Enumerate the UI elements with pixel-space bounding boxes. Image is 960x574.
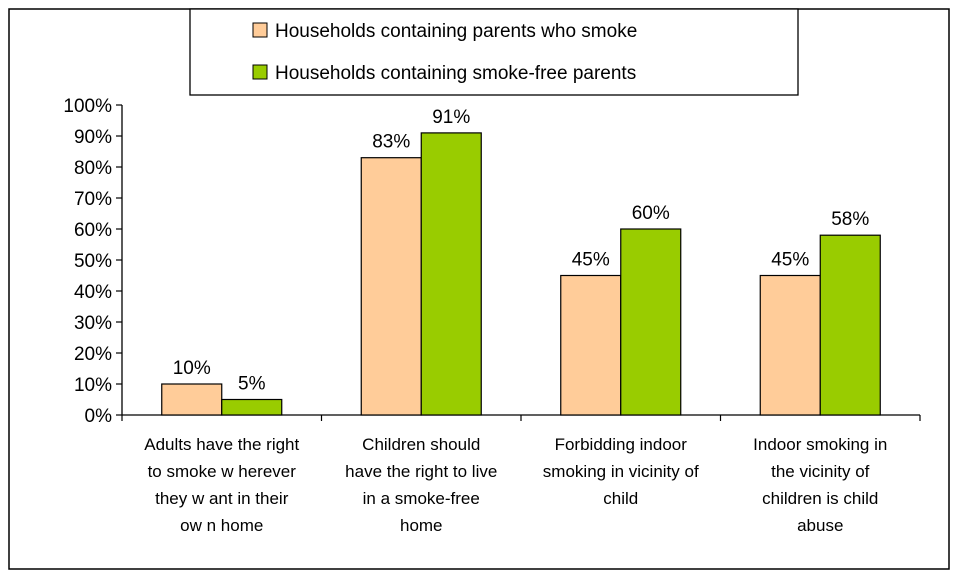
category-label-line: Adults have the right [144, 435, 299, 454]
legend-box [189, 8, 799, 96]
category-label: Children should have the right to live in … [345, 435, 497, 535]
bar [819, 234, 881, 416]
bar [560, 274, 622, 416]
bar [221, 398, 283, 416]
category-labels: Adults have the right to smoke w herever t… [144, 435, 887, 535]
data-label: 5% [238, 374, 266, 395]
legend-label: Households containing smoke-free parents [275, 63, 636, 84]
category-label-line: smoking in vicinity of [543, 462, 699, 481]
y-tick-label: 100% [63, 96, 112, 117]
category-label-line: in a smoke-free [363, 489, 480, 508]
data-label: 10% [173, 358, 211, 379]
data-label: 58% [831, 209, 869, 230]
category-label: Forbidding indoor smoking in vicinity of c… [543, 435, 699, 508]
data-label: 60% [632, 203, 670, 224]
legend-label: Households containing parents who smoke [275, 21, 637, 42]
bars [161, 132, 881, 416]
category-label: Adults have the right to smoke w herever t… [144, 435, 299, 535]
category-label-line: abuse [797, 516, 843, 535]
data-labels: 10% 5% 83% 91% 45% 60% 45% 58% [173, 107, 870, 395]
category-label-line: home [400, 516, 443, 535]
category-label-line: have the right to live [345, 462, 497, 481]
bar [161, 383, 223, 416]
data-label: 45% [771, 250, 809, 271]
category-label: Indoor smoking in the vicinity of children… [753, 435, 887, 535]
data-label: 91% [432, 107, 470, 128]
bar [420, 132, 482, 416]
category-label-line: ow n home [180, 516, 263, 535]
y-tick-label: 50% [74, 251, 112, 272]
y-tick-label: 0% [85, 406, 113, 427]
y-tick-label: 60% [74, 220, 112, 241]
category-label-line: children is child [762, 489, 878, 508]
y-tick-label: 20% [74, 344, 112, 365]
y-tick-label: 30% [74, 313, 112, 334]
y-tick-label: 10% [74, 375, 112, 396]
bar [620, 228, 682, 416]
category-label-line: the vicinity of [771, 462, 870, 481]
category-label-line: Children should [362, 435, 480, 454]
bar [759, 274, 821, 416]
category-label-line: Forbidding indoor [555, 435, 688, 454]
category-label-line: to smoke w herever [148, 462, 297, 481]
bar [360, 157, 422, 416]
category-label-line: child [603, 489, 638, 508]
data-label: 83% [372, 132, 410, 153]
legend-swatch [252, 64, 268, 80]
y-tick-label: 90% [74, 127, 112, 148]
category-label-line: they w ant in their [155, 489, 289, 508]
y-tick-label: 70% [74, 189, 112, 210]
y-tick-label: 40% [74, 282, 112, 303]
legend-swatch [252, 22, 268, 38]
y-tick-label: 80% [74, 158, 112, 179]
data-label: 45% [572, 250, 610, 271]
legend: Households containing parents who smoke H… [189, 8, 799, 96]
category-label-line: Indoor smoking in [753, 435, 887, 454]
